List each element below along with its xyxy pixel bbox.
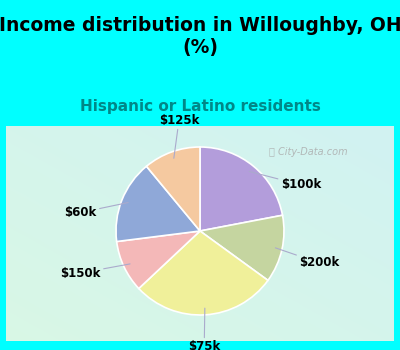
Text: $150k: $150k [60,264,130,280]
Text: $100k: $100k [249,172,321,191]
Text: $75k: $75k [188,308,220,350]
Text: ⓘ City-Data.com: ⓘ City-Data.com [269,147,348,157]
Wedge shape [200,147,282,231]
Text: Hispanic or Latino residents: Hispanic or Latino residents [80,99,320,114]
Wedge shape [146,147,200,231]
Wedge shape [117,231,200,288]
Wedge shape [139,231,268,315]
Text: Income distribution in Willoughby, OH
(%): Income distribution in Willoughby, OH (%… [0,16,400,57]
Wedge shape [200,215,284,280]
Text: $60k: $60k [64,203,128,219]
Text: $200k: $200k [276,248,340,270]
Wedge shape [116,166,200,242]
Text: $125k: $125k [159,114,199,158]
